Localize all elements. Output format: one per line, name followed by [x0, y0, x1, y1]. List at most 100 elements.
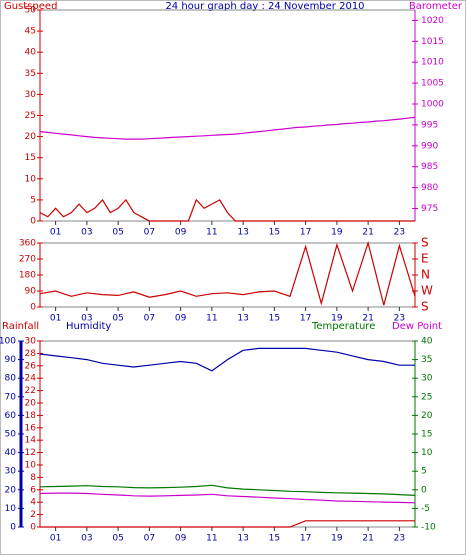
y2-tick-label: 20	[421, 411, 433, 421]
x-tick-label: 21	[362, 228, 373, 238]
x-tick-label: 13	[237, 314, 248, 324]
y-tick-label: 90	[25, 287, 37, 297]
y2-tick-label: 990	[421, 141, 438, 151]
x-tick-label: 07	[144, 314, 155, 324]
x-tick-label: 05	[112, 228, 123, 238]
y-tick-label: 28	[25, 349, 37, 359]
series-line	[39, 198, 415, 222]
series-line	[39, 240, 416, 306]
y-tick-label: 10	[25, 174, 37, 184]
y-tick-label: 10	[25, 461, 37, 471]
series-line	[39, 347, 415, 372]
y2-tick-label: W	[421, 284, 433, 298]
y2-tick-label: 5	[421, 467, 427, 477]
y2-tick-label: E	[421, 252, 429, 266]
y3-tick-label: 60	[5, 411, 17, 421]
x-tick-label: 17	[300, 228, 311, 238]
y2-tick-label: 975	[421, 204, 438, 214]
x-tick-label: 07	[144, 228, 155, 238]
x-tick-label: 23	[394, 314, 405, 324]
y-tick-label: 30	[25, 90, 37, 100]
y2-tick-label: 1000	[421, 100, 444, 110]
y3-tick-label: 90	[5, 355, 17, 365]
x-tick-label: 03	[81, 314, 92, 324]
x-tick-label: 05	[112, 314, 123, 324]
series-name: Temperature	[311, 321, 375, 332]
series-name: Rainfall	[2, 321, 39, 332]
x-tick-label: 11	[206, 534, 217, 544]
x-tick-label: 15	[269, 314, 280, 324]
x-tick-label: 05	[112, 534, 123, 544]
x-tick-label: 11	[206, 228, 217, 238]
y3-tick-label: 100	[0, 337, 16, 347]
y2-tick-label: -10	[421, 523, 436, 533]
y-tick-label: 26	[25, 361, 37, 371]
y2-tick-label: 15	[421, 430, 432, 440]
y2-tick-label: 10	[421, 448, 433, 458]
y2-tick-label: 30	[421, 374, 433, 384]
x-tick-label: 19	[331, 314, 343, 324]
y-tick-label: 270	[19, 255, 36, 265]
y-tick-label: 2	[30, 510, 36, 520]
y2-tick-label: 1015	[421, 37, 444, 47]
y-tick-label: 360	[19, 239, 36, 249]
x-tick-label: 11	[206, 314, 217, 324]
y2-tick-label: 35	[421, 355, 432, 365]
x-tick-label: 23	[394, 228, 405, 238]
series-name: Gustspeed	[4, 1, 57, 12]
x-tick-label: 21	[362, 314, 373, 324]
x-tick-label: 15	[269, 534, 280, 544]
y-tick-label: 25	[25, 111, 36, 121]
chart-title: 24 hour graph day : 24 November 2010	[165, 1, 364, 12]
x-tick-label: 09	[175, 534, 187, 544]
y2-tick-label: 985	[421, 162, 438, 172]
y2-tick-label: S	[421, 236, 429, 250]
x-tick-label: 03	[81, 228, 92, 238]
x-tick-label: 07	[144, 534, 155, 544]
y2-tick-label: -5	[421, 504, 430, 514]
y-tick-label: 0	[30, 523, 36, 533]
y2-tick-label: 40	[421, 337, 433, 347]
y-tick-label: 50	[25, 6, 37, 16]
series-name: Barometer	[409, 1, 463, 12]
y-tick-label: 6	[30, 485, 36, 495]
x-tick-label: 19	[331, 228, 343, 238]
y3-tick-label: 30	[5, 467, 17, 477]
x-tick-label: 23	[394, 534, 405, 544]
x-tick-label: 17	[300, 534, 311, 544]
y3-tick-label: 0	[10, 523, 16, 533]
y-tick-label: 20	[25, 132, 37, 142]
series-line	[40, 520, 415, 528]
y2-tick-label: N	[421, 268, 430, 282]
y2-tick-label: 980	[421, 183, 438, 193]
series-name: Dew Point	[392, 321, 442, 332]
y-tick-label: 40	[25, 48, 37, 58]
series-line	[39, 116, 416, 140]
y3-tick-label: 70	[5, 392, 17, 402]
x-tick-label: 13	[237, 534, 248, 544]
y3-tick-label: 20	[5, 485, 17, 495]
y-tick-label: 8	[30, 473, 36, 483]
y3-tick-label: 40	[5, 448, 17, 458]
y2-tick-label: 995	[421, 120, 438, 130]
y-tick-label: 24	[25, 374, 37, 384]
x-tick-label: 01	[50, 314, 61, 324]
x-tick-label: 21	[362, 534, 373, 544]
y-tick-label: 22	[25, 386, 36, 396]
y3-tick-label: 10	[5, 504, 17, 514]
y2-tick-label: 1010	[421, 58, 444, 68]
y2-tick-label: S	[421, 300, 429, 314]
y2-tick-label: 0	[421, 485, 427, 495]
y-tick-label: 14	[25, 436, 37, 446]
y3-tick-label: 50	[5, 430, 17, 440]
y-tick-label: 4	[30, 498, 36, 508]
x-tick-label: 01	[50, 228, 61, 238]
x-tick-label: 13	[237, 228, 248, 238]
x-tick-label: 09	[175, 314, 187, 324]
y2-tick-label: 1005	[421, 79, 444, 89]
x-tick-label: 09	[175, 228, 187, 238]
y2-tick-label: 25	[421, 392, 432, 402]
y-tick-label: 35	[25, 69, 36, 79]
